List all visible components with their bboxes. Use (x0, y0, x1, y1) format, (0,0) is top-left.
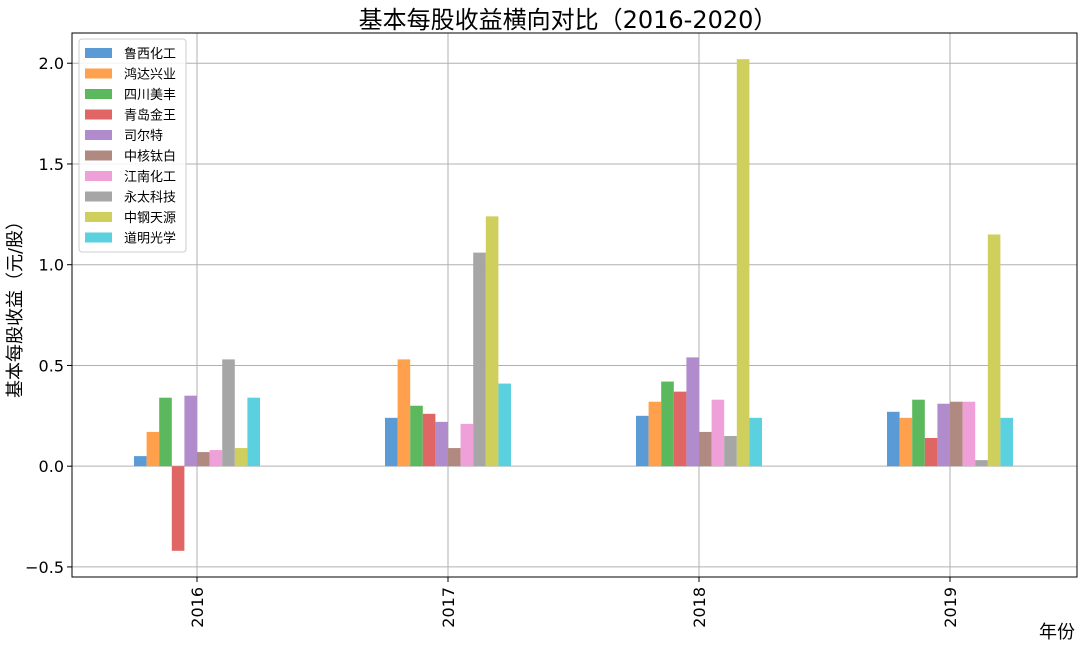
bar (962, 401, 976, 467)
bar (636, 415, 649, 467)
bar (197, 452, 210, 467)
y-tick-label: 2.0 (39, 54, 64, 73)
bar (485, 216, 499, 467)
bar (686, 357, 699, 467)
bar (222, 359, 235, 467)
legend-label: 江南化工 (124, 169, 176, 185)
bar (385, 417, 398, 467)
bar (184, 395, 197, 467)
bar (473, 252, 486, 467)
legend-swatch (85, 171, 112, 181)
bar (673, 391, 687, 467)
y-tick-label: −0.5 (25, 558, 64, 577)
bar (648, 401, 662, 467)
x-tick-label: 2018 (690, 587, 709, 628)
bar (435, 421, 448, 467)
bar (724, 435, 737, 467)
legend-label: 中钢天源 (124, 211, 176, 226)
bar (912, 399, 925, 467)
bars (134, 59, 1013, 551)
x-tick-label: 2019 (941, 587, 960, 628)
legend-label: 道明光学 (124, 231, 176, 247)
bar (711, 399, 725, 467)
bar (924, 437, 938, 467)
legend-swatch (85, 109, 112, 120)
bar (887, 411, 900, 467)
bar (209, 450, 223, 467)
bar (410, 405, 423, 467)
bar (234, 448, 248, 467)
bar (937, 403, 950, 467)
bar (159, 397, 172, 467)
y-axis-label: 基本每股收益（元/股） (5, 212, 26, 398)
bar (749, 417, 762, 467)
bar (987, 234, 1001, 467)
bar (975, 460, 988, 467)
y-tick-label: 1.5 (39, 155, 64, 174)
plot-frame (71, 32, 1078, 578)
x-tick-label: 2017 (439, 587, 458, 628)
legend-swatch (85, 68, 112, 79)
bar (397, 359, 411, 467)
y-tick-label: 1.0 (39, 256, 64, 275)
legend-label: 鸿达兴业 (124, 67, 176, 83)
y-tick-label: 0.5 (39, 356, 64, 375)
bar (448, 448, 461, 467)
x-axis: 2016 2017 2018 2019 (188, 577, 960, 628)
legend-label: 中核钛白 (124, 149, 176, 165)
bar (699, 431, 712, 467)
legend-swatch (85, 130, 112, 140)
bar (171, 466, 185, 551)
bar (1000, 417, 1013, 467)
bar (460, 423, 474, 467)
grid (72, 33, 1077, 577)
bar (736, 59, 750, 467)
x-axis-label: 年份 (1039, 622, 1075, 643)
legend-swatch (85, 150, 112, 161)
legend-label: 司尔特 (124, 129, 163, 144)
legend-swatch (85, 212, 112, 222)
bar (950, 401, 963, 467)
legend-label: 四川美丰 (124, 88, 176, 103)
bar (422, 413, 436, 467)
y-tick-label: 0.0 (39, 457, 64, 476)
bar (146, 431, 160, 467)
legend-label: 青岛金王 (124, 108, 176, 124)
bar (899, 417, 913, 467)
x-tick-label: 2016 (188, 587, 207, 628)
legend-swatch (85, 232, 112, 243)
chart-title: 基本每股收益横向对比（2016-2020） (359, 6, 778, 34)
bar (498, 383, 511, 467)
bar (247, 397, 260, 467)
bar (134, 456, 147, 467)
legend-swatch (85, 191, 112, 202)
legend-label: 永太科技 (124, 191, 176, 206)
legend-label: 鲁西化工 (124, 47, 176, 62)
legend-swatch (85, 48, 112, 58)
legend-swatch (85, 89, 112, 99)
bar (661, 381, 674, 467)
y-axis: −0.5 0.0 0.5 1.0 1.5 2.0 (25, 54, 72, 577)
